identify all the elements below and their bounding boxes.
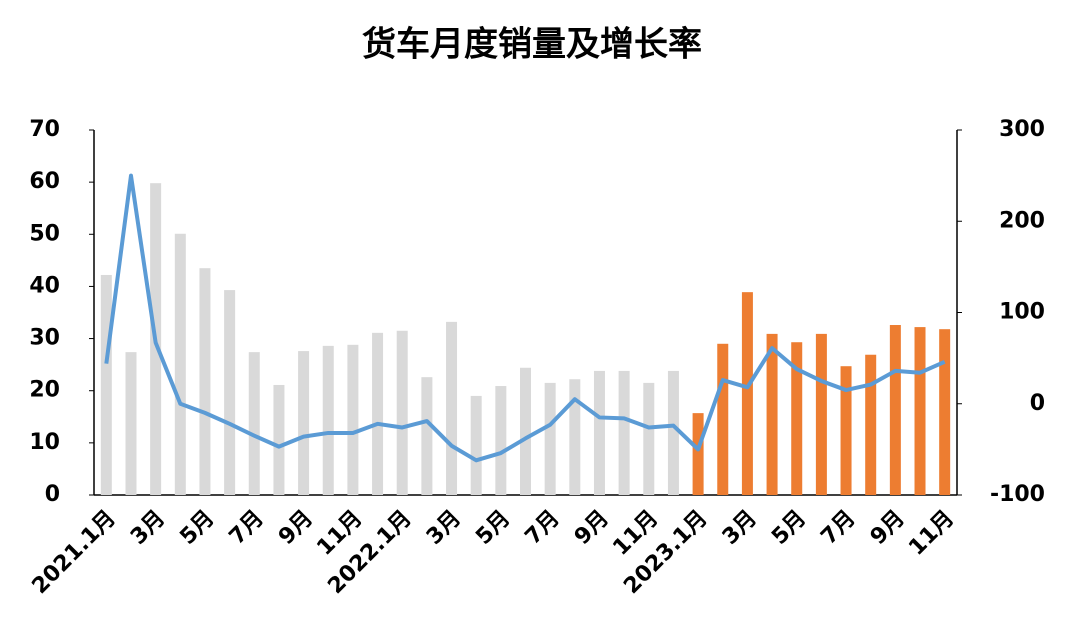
bar	[470, 395, 482, 495]
bar	[840, 366, 852, 495]
x-tick-label: 3月	[718, 506, 762, 550]
y-tick-label: 30	[29, 326, 60, 351]
bar	[889, 325, 901, 495]
bar	[298, 351, 310, 495]
bar	[865, 354, 877, 495]
bar	[544, 382, 556, 495]
bar	[224, 290, 236, 495]
x-tick-label: 5月	[175, 506, 219, 550]
bar	[741, 292, 753, 495]
bar	[914, 327, 926, 495]
bar	[396, 330, 408, 495]
bar	[495, 386, 507, 495]
chart-title: 货车月度销量及增长率	[362, 25, 702, 65]
x-tick-label: 3月	[126, 506, 170, 550]
y2-tick-label: 200	[999, 208, 1045, 233]
bar	[569, 379, 581, 495]
bar	[692, 413, 704, 495]
bar	[174, 233, 186, 495]
y-tick-label: 60	[29, 169, 60, 194]
y2-tick-label: -100	[990, 482, 1045, 507]
line	[104, 173, 946, 463]
bar	[520, 367, 531, 495]
bar	[593, 370, 605, 495]
x-tick-label: 7月	[521, 506, 565, 550]
bar	[815, 333, 827, 495]
bar	[766, 333, 778, 495]
bar	[322, 345, 334, 495]
y-tick-label: 0	[45, 482, 60, 507]
bar	[199, 268, 211, 495]
x-tick-label: 3月	[422, 506, 466, 550]
y-tick-label: 70	[29, 117, 60, 142]
y-tick-label: 10	[29, 430, 60, 455]
bar	[421, 377, 433, 495]
bar	[372, 332, 384, 495]
bar	[667, 370, 679, 495]
bar	[643, 382, 655, 495]
x-tick-label: 5月	[767, 506, 811, 550]
bar	[791, 342, 803, 495]
x-tick-label: 5月	[471, 506, 515, 550]
bar	[100, 274, 112, 495]
x-tick-label: 2021.1月	[28, 506, 121, 599]
bar	[717, 343, 729, 495]
y2-tick-label: 0	[1030, 391, 1045, 416]
x-tick-label: 7月	[225, 506, 269, 550]
y2-tick-label: 300	[999, 117, 1045, 142]
bar	[248, 352, 260, 495]
x-tick-label: 11月	[904, 506, 959, 561]
x-tick-label: 7月	[816, 506, 860, 550]
y2-tick-label: 100	[999, 300, 1045, 325]
bar	[939, 329, 951, 495]
bar	[446, 321, 458, 495]
y-tick-label: 20	[29, 378, 60, 403]
y-tick-label: 40	[29, 273, 60, 298]
bar	[347, 344, 359, 495]
bar	[125, 352, 137, 495]
y-tick-label: 50	[29, 221, 60, 246]
bar	[618, 370, 630, 495]
bar	[273, 384, 285, 495]
